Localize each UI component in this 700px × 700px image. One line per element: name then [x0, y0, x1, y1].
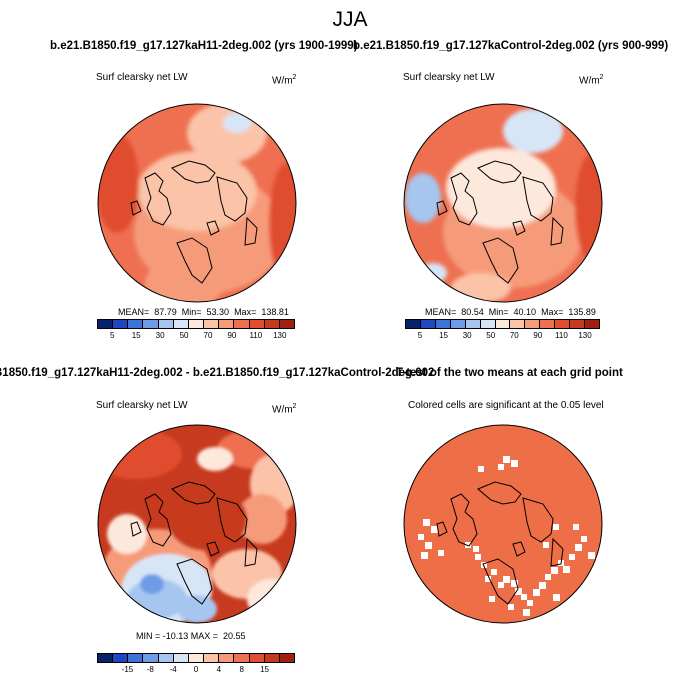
panel-1-colorbar-swatch — [143, 320, 159, 328]
panel-4-map-border — [403, 424, 603, 624]
panel-3-colorbar-tick: 15 — [260, 665, 269, 674]
panel-1-colorbar-swatch — [234, 320, 250, 328]
panel-1-colorbar-swatch — [249, 320, 265, 328]
panel-1-units: W/m2 — [272, 74, 297, 87]
panel-1-colorbar-swatch — [128, 320, 144, 328]
panel-4-subtitle: Colored cells are significant at the 0.0… — [408, 400, 604, 411]
panel-3-colorbar-swatch — [219, 654, 235, 662]
panel-3-colorbar-tick: 4 — [216, 665, 222, 674]
panel-1-subtitle: Surf clearsky net LW — [96, 72, 188, 83]
panel-3-colorbar-swatch — [234, 654, 250, 662]
panel-2-colorbar-swatch — [450, 320, 466, 328]
panel-3-colorbar-swatch — [173, 654, 189, 662]
panel-3-colorbar-tick: 0 — [193, 665, 199, 674]
panel-1-title: b.e21.B1850.f19_g17.127kaH11-2deg.002 (y… — [50, 40, 358, 52]
panel-1-colorbar-tick: 130 — [273, 331, 287, 340]
panel-1-colorbar-tick: 50 — [179, 331, 189, 340]
panel-4-map — [403, 424, 603, 624]
panel-3-coastlines — [130, 481, 258, 605]
panel-1-stats: MEAN= 87.79 Min= 53.30 Max= 138.81 — [118, 307, 289, 317]
panel-4-coastlines — [436, 481, 564, 605]
panel-1-colorbar-swatch — [219, 320, 235, 328]
panel-2-colorbar-swatch — [480, 320, 496, 328]
panel-1-colorbar-swatch — [204, 320, 220, 328]
panel-3-colorbar-tick: -15 — [121, 665, 134, 674]
panel-1-colorbar-swatch — [264, 320, 280, 328]
panel-2-stats: MEAN= 80.54 Min= 40.10 Max= 135.89 — [425, 307, 596, 317]
panel-3-colorbar-tick: -4 — [169, 665, 177, 674]
panel-2-title: b.e21.B1850.f19_g17.127kaControl-2deg.00… — [353, 40, 669, 52]
panel-3-colorbar-swatches — [97, 653, 295, 663]
panel-1-colorbar-tick: 5 — [109, 331, 115, 340]
panel-1-map — [97, 103, 297, 303]
panel-2-colorbar-tick: 30 — [462, 331, 472, 340]
panel-3-colorbar: -15 -8 -4 0 4 8 15 — [97, 653, 295, 674]
panel-2-colorbar-swatch — [510, 320, 526, 328]
panel-3-colorbar-swatch — [113, 654, 129, 662]
panel-2-subtitle: Surf clearsky net LW — [403, 72, 495, 83]
panel-1-map-border — [97, 103, 297, 303]
panel-3-colorbar-swatch — [188, 654, 205, 662]
main-title: JJA — [332, 8, 368, 31]
panel-3-colorbar-swatch — [204, 654, 220, 662]
panel-2-colorbar-swatch — [525, 320, 541, 328]
panel-1-colorbar: 5 15 30 50 70 90 110 130 — [97, 319, 295, 340]
panel-3-colorbar-swatch — [98, 654, 114, 662]
panel-2-colorbar-swatch — [465, 320, 481, 328]
panel-2-colorbar-swatch — [570, 320, 586, 328]
panel-1-coastlines — [130, 160, 258, 284]
panel-2-map-border — [403, 103, 603, 303]
panel-2-units: W/m2 — [579, 74, 604, 87]
panel-1-colorbar-tick: 15 — [131, 331, 141, 340]
panel-3-title: B1850.f19_g17.127kaH11-2deg.002 - b.e21.… — [0, 367, 435, 379]
panel-3-colorbar-swatch — [249, 654, 265, 662]
panel-2-colorbar-ticks: 5 15 30 50 70 90 110 130 — [405, 329, 600, 340]
panel-2-colorbar-tick: 130 — [578, 331, 592, 340]
panel-3-units: W/m2 — [272, 403, 297, 416]
panel-2-colorbar-swatch — [420, 320, 436, 328]
panel-3-subtitle: Surf clearsky net LW — [96, 400, 188, 411]
panel-1-colorbar-swatches — [97, 319, 295, 329]
panel-1-colorbar-swatch — [173, 320, 189, 328]
panel-1-colorbar-tick: 30 — [155, 331, 165, 340]
panel-1-colorbar-swatch — [113, 320, 129, 328]
panel-2-colorbar-tick: 5 — [417, 331, 423, 340]
panel-1-colorbar-swatch — [98, 320, 114, 328]
panel-1-colorbar-tick: 90 — [227, 331, 237, 340]
panel-2-colorbar-tick: 15 — [439, 331, 449, 340]
panel-3-stats: MIN = -10.13 MAX = 20.55 — [136, 631, 246, 641]
panel-2-colorbar-tick: 70 — [509, 331, 519, 340]
panel-3-map — [97, 424, 297, 624]
panel-3-colorbar-swatch — [128, 654, 144, 662]
panel-3-colorbar-tick: -8 — [146, 665, 154, 674]
panel-3-colorbar-swatch — [264, 654, 280, 662]
panel-2-colorbar-tick: 90 — [533, 331, 543, 340]
panel-2-colorbar-swatches — [405, 319, 600, 329]
panel-2-map — [403, 103, 603, 303]
panel-2-colorbar-swatch — [555, 320, 571, 328]
panel-2-colorbar-swatch — [585, 320, 599, 328]
panel-2-colorbar-swatch — [495, 320, 511, 328]
panel-1-colorbar-swatch — [188, 320, 205, 328]
panel-2-colorbar-tick: 110 — [555, 331, 568, 340]
panel-3-colorbar-tick: 8 — [239, 665, 244, 674]
panel-3-colorbar-swatch — [279, 654, 295, 662]
panel-2-colorbar: 5 15 30 50 70 90 110 130 — [405, 319, 600, 340]
panel-4-title: T-test of the two means at each grid poi… — [396, 367, 623, 379]
panel-2-colorbar-swatch — [406, 320, 421, 328]
panel-3-map-border — [97, 424, 297, 624]
panel-1-colorbar-swatch — [158, 320, 174, 328]
panel-3-colorbar-ticks: -15 -8 -4 0 4 8 15 — [97, 663, 295, 674]
panel-3-colorbar-swatch — [143, 654, 159, 662]
panel-1-colorbar-swatch — [279, 320, 295, 328]
panel-2-colorbar-tick: 50 — [486, 331, 496, 340]
panel-1-colorbar-tick: 110 — [249, 331, 263, 340]
panel-1-colorbar-tick: 70 — [203, 331, 213, 340]
panel-2-coastlines — [436, 160, 564, 284]
panel-3-colorbar-swatch — [158, 654, 174, 662]
panel-2-colorbar-swatch — [540, 320, 556, 328]
panel-2-colorbar-swatch — [435, 320, 451, 328]
panel-1-colorbar-ticks: 5 15 30 50 70 90 110 130 — [97, 329, 295, 340]
